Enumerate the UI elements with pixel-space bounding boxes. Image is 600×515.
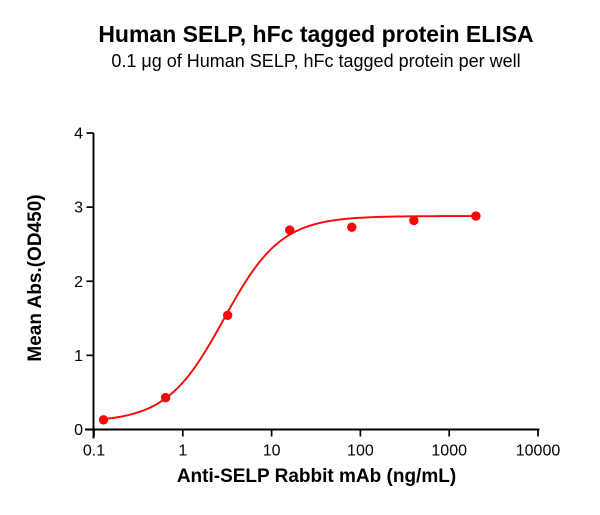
- data-point: [285, 225, 295, 235]
- data-point: [222, 310, 233, 321]
- x-tick-label: 0.1: [83, 443, 105, 460]
- x-axis-title: Anti-SELP Rabbit mAb (ng/mL): [176, 466, 457, 487]
- data-point: [160, 392, 171, 403]
- x-tick-label: 100: [347, 443, 374, 460]
- chart-title: Human SELP, hFc tagged protein ELISA: [98, 21, 534, 47]
- y-tick-label: 4: [74, 126, 83, 143]
- y-tick-label: 1: [74, 348, 83, 365]
- x-tick-label: 10: [263, 443, 281, 460]
- x-tick-label: 1: [178, 443, 187, 460]
- data-point: [409, 215, 419, 226]
- data-point: [98, 415, 109, 425]
- x-tick-label: 10000: [516, 443, 561, 460]
- data-point: [471, 211, 481, 221]
- y-axis-title: Mean Abs.(OD450): [25, 194, 46, 362]
- y-tick-label: 0: [74, 422, 83, 439]
- chart-subtitle: 0.1 μg of Human SELP, hFc tagged protein…: [111, 51, 521, 71]
- data-point: [347, 222, 357, 232]
- y-tick-label: 2: [74, 274, 83, 291]
- y-tick-label: 3: [74, 200, 83, 217]
- fit-curve: [103, 215, 476, 421]
- x-tick-label: 1000: [431, 443, 467, 460]
